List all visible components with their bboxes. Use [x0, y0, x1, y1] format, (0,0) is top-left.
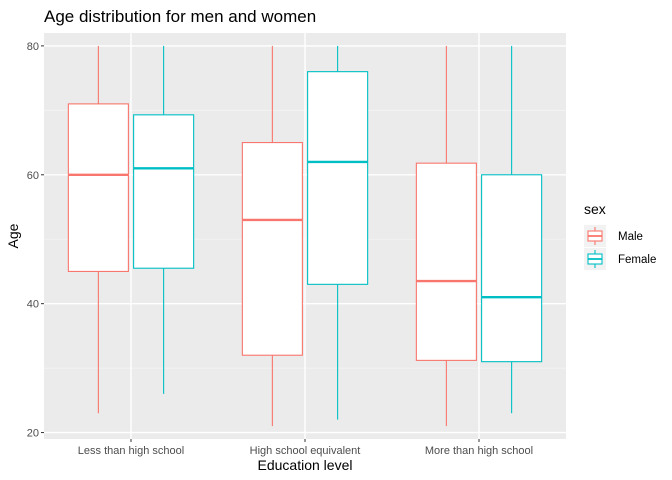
box-male-3 — [415, 45, 477, 427]
box-female-1 — [133, 45, 195, 394]
y-tick-label: 40 — [27, 299, 39, 311]
y-tick-label: 20 — [27, 428, 39, 440]
box-male-2 — [241, 45, 303, 427]
legend-title: sex — [584, 201, 606, 217]
x-axis-ticks: Less than high school High school equival… — [78, 439, 533, 457]
box-iqr — [67, 103, 129, 272]
y-axis-title: Age — [5, 223, 21, 248]
box-iqr — [133, 114, 195, 269]
box-iqr — [415, 162, 477, 361]
x-axis-title: Education level — [258, 457, 353, 473]
grid-lines — [44, 33, 566, 439]
y-tick-label: 60 — [27, 170, 39, 182]
box-female-3 — [481, 45, 543, 414]
legend-item-male: Male — [584, 225, 643, 247]
y-axis-ticks: 20 40 60 80 — [27, 41, 44, 440]
legend-item-female: Female — [584, 248, 656, 270]
legend: sex Male Female — [584, 201, 656, 270]
legend-label: Male — [618, 231, 643, 243]
x-tick-label: More than high school — [425, 445, 533, 457]
legend-label: Female — [618, 254, 656, 266]
box-series — [67, 45, 543, 427]
box-male-1 — [67, 45, 129, 414]
x-tick-label: High school equivalent — [250, 445, 361, 457]
box-iqr — [307, 71, 369, 285]
box-iqr — [481, 174, 543, 363]
box-iqr — [241, 142, 303, 356]
x-tick-label: Less than high school — [78, 445, 184, 457]
box-female-2 — [307, 45, 369, 420]
chart-title: Age distribution for men and women — [44, 7, 316, 26]
y-tick-label: 80 — [27, 41, 39, 53]
